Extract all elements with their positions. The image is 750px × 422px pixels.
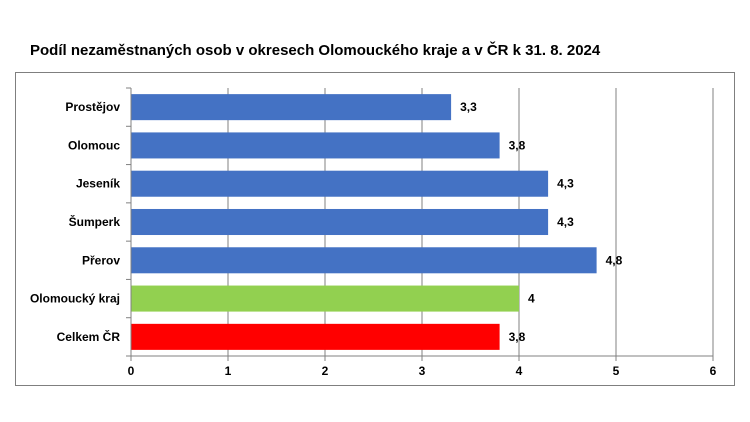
bars	[131, 94, 597, 350]
x-tick-label: 1	[225, 364, 232, 378]
data-label: 4	[528, 292, 535, 306]
bar	[131, 285, 519, 312]
bar	[131, 94, 452, 121]
category-label: Olomouc	[68, 138, 120, 152]
data-label: 3,8	[509, 330, 526, 344]
axes	[126, 87, 714, 361]
category-label: Šumperk	[69, 214, 121, 229]
x-tick-label: 5	[613, 364, 620, 378]
chart-title: Podíl nezaměstnaných osob v okresech Olo…	[30, 42, 601, 59]
category-label: Olomoucký kraj	[30, 292, 120, 306]
category-label: Celkem ČR	[57, 329, 121, 344]
bar	[131, 247, 597, 274]
category-label: Jeseník	[76, 177, 120, 191]
data-label: 3,8	[509, 138, 526, 152]
bar	[131, 170, 549, 197]
bar	[131, 208, 549, 236]
x-tick-label: 6	[710, 364, 717, 378]
labels: 0 1 2 3 4 5 6 Prostějov 3,3 Olomouc 3,8 Jeseník 4,3 Š…	[30, 100, 717, 378]
x-tick-label: 2	[322, 364, 329, 378]
chart-frame	[15, 72, 735, 386]
x-tick-label: 3	[419, 364, 426, 378]
category-label: Prostějov	[65, 100, 120, 114]
data-label: 4,3	[557, 177, 574, 191]
bar	[131, 323, 500, 350]
data-label: 4,8	[606, 253, 623, 267]
x-tick-label: 0	[128, 364, 135, 378]
data-label: 3,3	[460, 100, 477, 114]
category-label: Přerov	[82, 253, 120, 267]
bar	[131, 132, 500, 159]
x-tick-label: 4	[516, 364, 523, 378]
data-label: 4,3	[557, 215, 574, 229]
